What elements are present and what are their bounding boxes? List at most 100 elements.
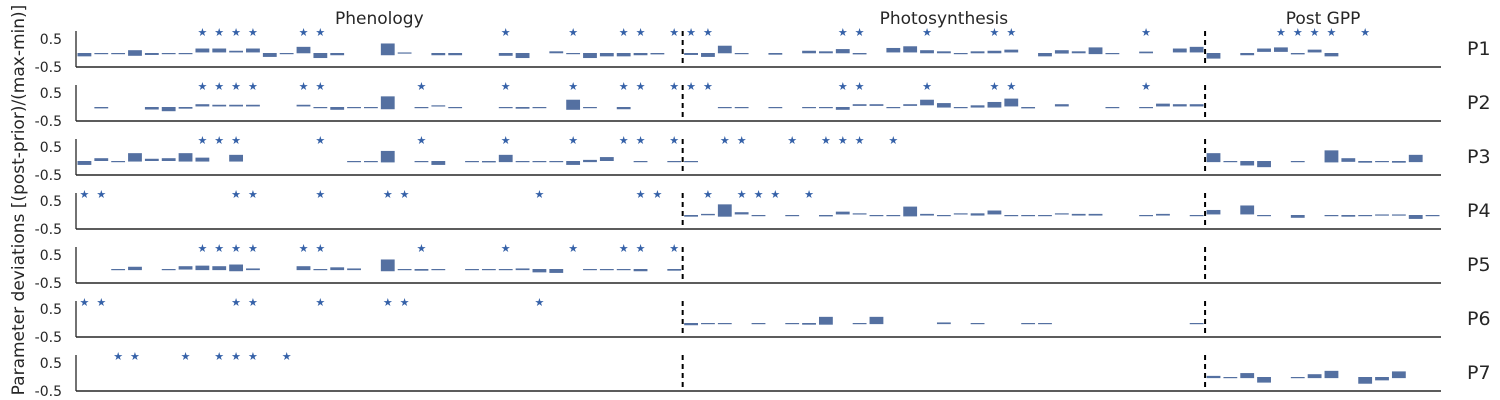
bar (1054, 50, 1069, 54)
bar (1071, 51, 1086, 54)
significance-star: ★ (720, 134, 730, 147)
significance-star: ★ (400, 296, 410, 309)
significance-star: ★ (568, 80, 578, 93)
bar (498, 154, 513, 163)
bar (818, 215, 833, 217)
bar (246, 104, 260, 107)
significance-star: ★ (686, 26, 696, 39)
significance-star: ★ (417, 80, 427, 93)
bar (178, 153, 193, 162)
bar (532, 107, 547, 109)
bar (1054, 104, 1069, 107)
significance-star: ★ (299, 242, 309, 255)
significance-star: ★ (248, 26, 258, 39)
panel-p1: 0.5 -0.5 ★ ★ ★ ★ ★ ★ ★ ★ ★ ★ ★ ★ ★ ★ ★ ★ ★ ★ ★ ★ ★ ★ ★ ★ P1 (35, 26, 1491, 76)
bar (229, 104, 244, 107)
y-tick-label: 0.5 (40, 302, 62, 318)
panel-label: P2 (1467, 92, 1491, 114)
significance-star: ★ (652, 188, 662, 201)
significance-star: ★ (922, 80, 932, 93)
bar (330, 53, 345, 56)
bar (1358, 215, 1373, 217)
significance-star: ★ (417, 134, 427, 147)
significance-star: ★ (248, 242, 258, 255)
bar (1240, 53, 1255, 56)
significance-star: ★ (501, 242, 511, 255)
significance-star: ★ (838, 80, 848, 93)
significance-star: ★ (299, 80, 309, 93)
significance-star: ★ (703, 26, 713, 39)
bar (1324, 370, 1339, 379)
significance-star: ★ (1327, 26, 1337, 39)
panel-p5: 0.5 -0.5 ★ ★ ★ ★ ★ ★ ★ ★ ★ ★ ★ ★ P5 (35, 242, 1491, 292)
bar (1273, 47, 1288, 52)
significance-star: ★ (315, 26, 325, 39)
bar (246, 48, 260, 53)
bar (532, 269, 547, 273)
bar (1021, 215, 1036, 217)
y-tick-label: -0.5 (35, 384, 62, 400)
significance-star: ★ (96, 296, 106, 309)
bar (717, 323, 732, 325)
bar (903, 46, 918, 53)
significance-star: ★ (1141, 80, 1151, 93)
significance-star: ★ (838, 26, 848, 39)
significance-star: ★ (703, 188, 713, 201)
bar (903, 104, 918, 106)
significance-star: ★ (636, 26, 646, 39)
significance-star: ★ (636, 134, 646, 147)
significance-star: ★ (79, 188, 89, 201)
y-tick-label: 0.5 (40, 194, 62, 210)
bar (178, 266, 193, 270)
significance-star: ★ (855, 134, 865, 147)
bar (515, 161, 530, 163)
bar (229, 264, 244, 272)
bar (1156, 213, 1170, 216)
bar (1290, 215, 1305, 218)
bar (1088, 47, 1103, 55)
bar (802, 107, 816, 109)
bar (128, 266, 142, 271)
bar (212, 48, 227, 53)
bar (94, 53, 109, 55)
bar (751, 215, 766, 217)
bar (431, 105, 446, 107)
bar (1324, 215, 1339, 217)
bar (953, 53, 968, 55)
significance-star: ★ (922, 26, 932, 39)
significance-star: ★ (1006, 80, 1016, 93)
bar (717, 107, 732, 109)
panel-p4: 0.5 -0.5 ★ ★ ★ ★ ★ ★ ★ ★ ★ ★ ★ ★ ★ ★ ★ P4 (35, 188, 1491, 238)
bar (1172, 48, 1187, 53)
bar (684, 161, 699, 163)
bar (852, 323, 867, 325)
bar (1324, 53, 1339, 57)
bar (313, 269, 328, 271)
bar (1408, 154, 1423, 163)
bar (313, 53, 328, 59)
significance-star: ★ (400, 188, 410, 201)
bar (161, 107, 176, 112)
significance-star: ★ (315, 242, 325, 255)
bar (818, 316, 833, 325)
bar (768, 53, 783, 55)
bar (296, 104, 311, 107)
significance-star: ★ (1360, 26, 1370, 39)
bar (987, 50, 1002, 54)
bar (448, 107, 463, 109)
bar (633, 161, 648, 163)
bar (549, 269, 564, 273)
significance-star: ★ (214, 134, 224, 147)
bar (330, 267, 345, 271)
y-tick-label: 0.5 (40, 356, 62, 372)
bar (1004, 215, 1019, 217)
bar (515, 53, 530, 59)
bar (1172, 104, 1187, 107)
bar (1189, 215, 1204, 217)
significance-star: ★ (79, 296, 89, 309)
bar (380, 96, 395, 110)
panel-label: P6 (1467, 308, 1491, 330)
significance-star: ★ (855, 80, 865, 93)
bar (717, 45, 732, 54)
